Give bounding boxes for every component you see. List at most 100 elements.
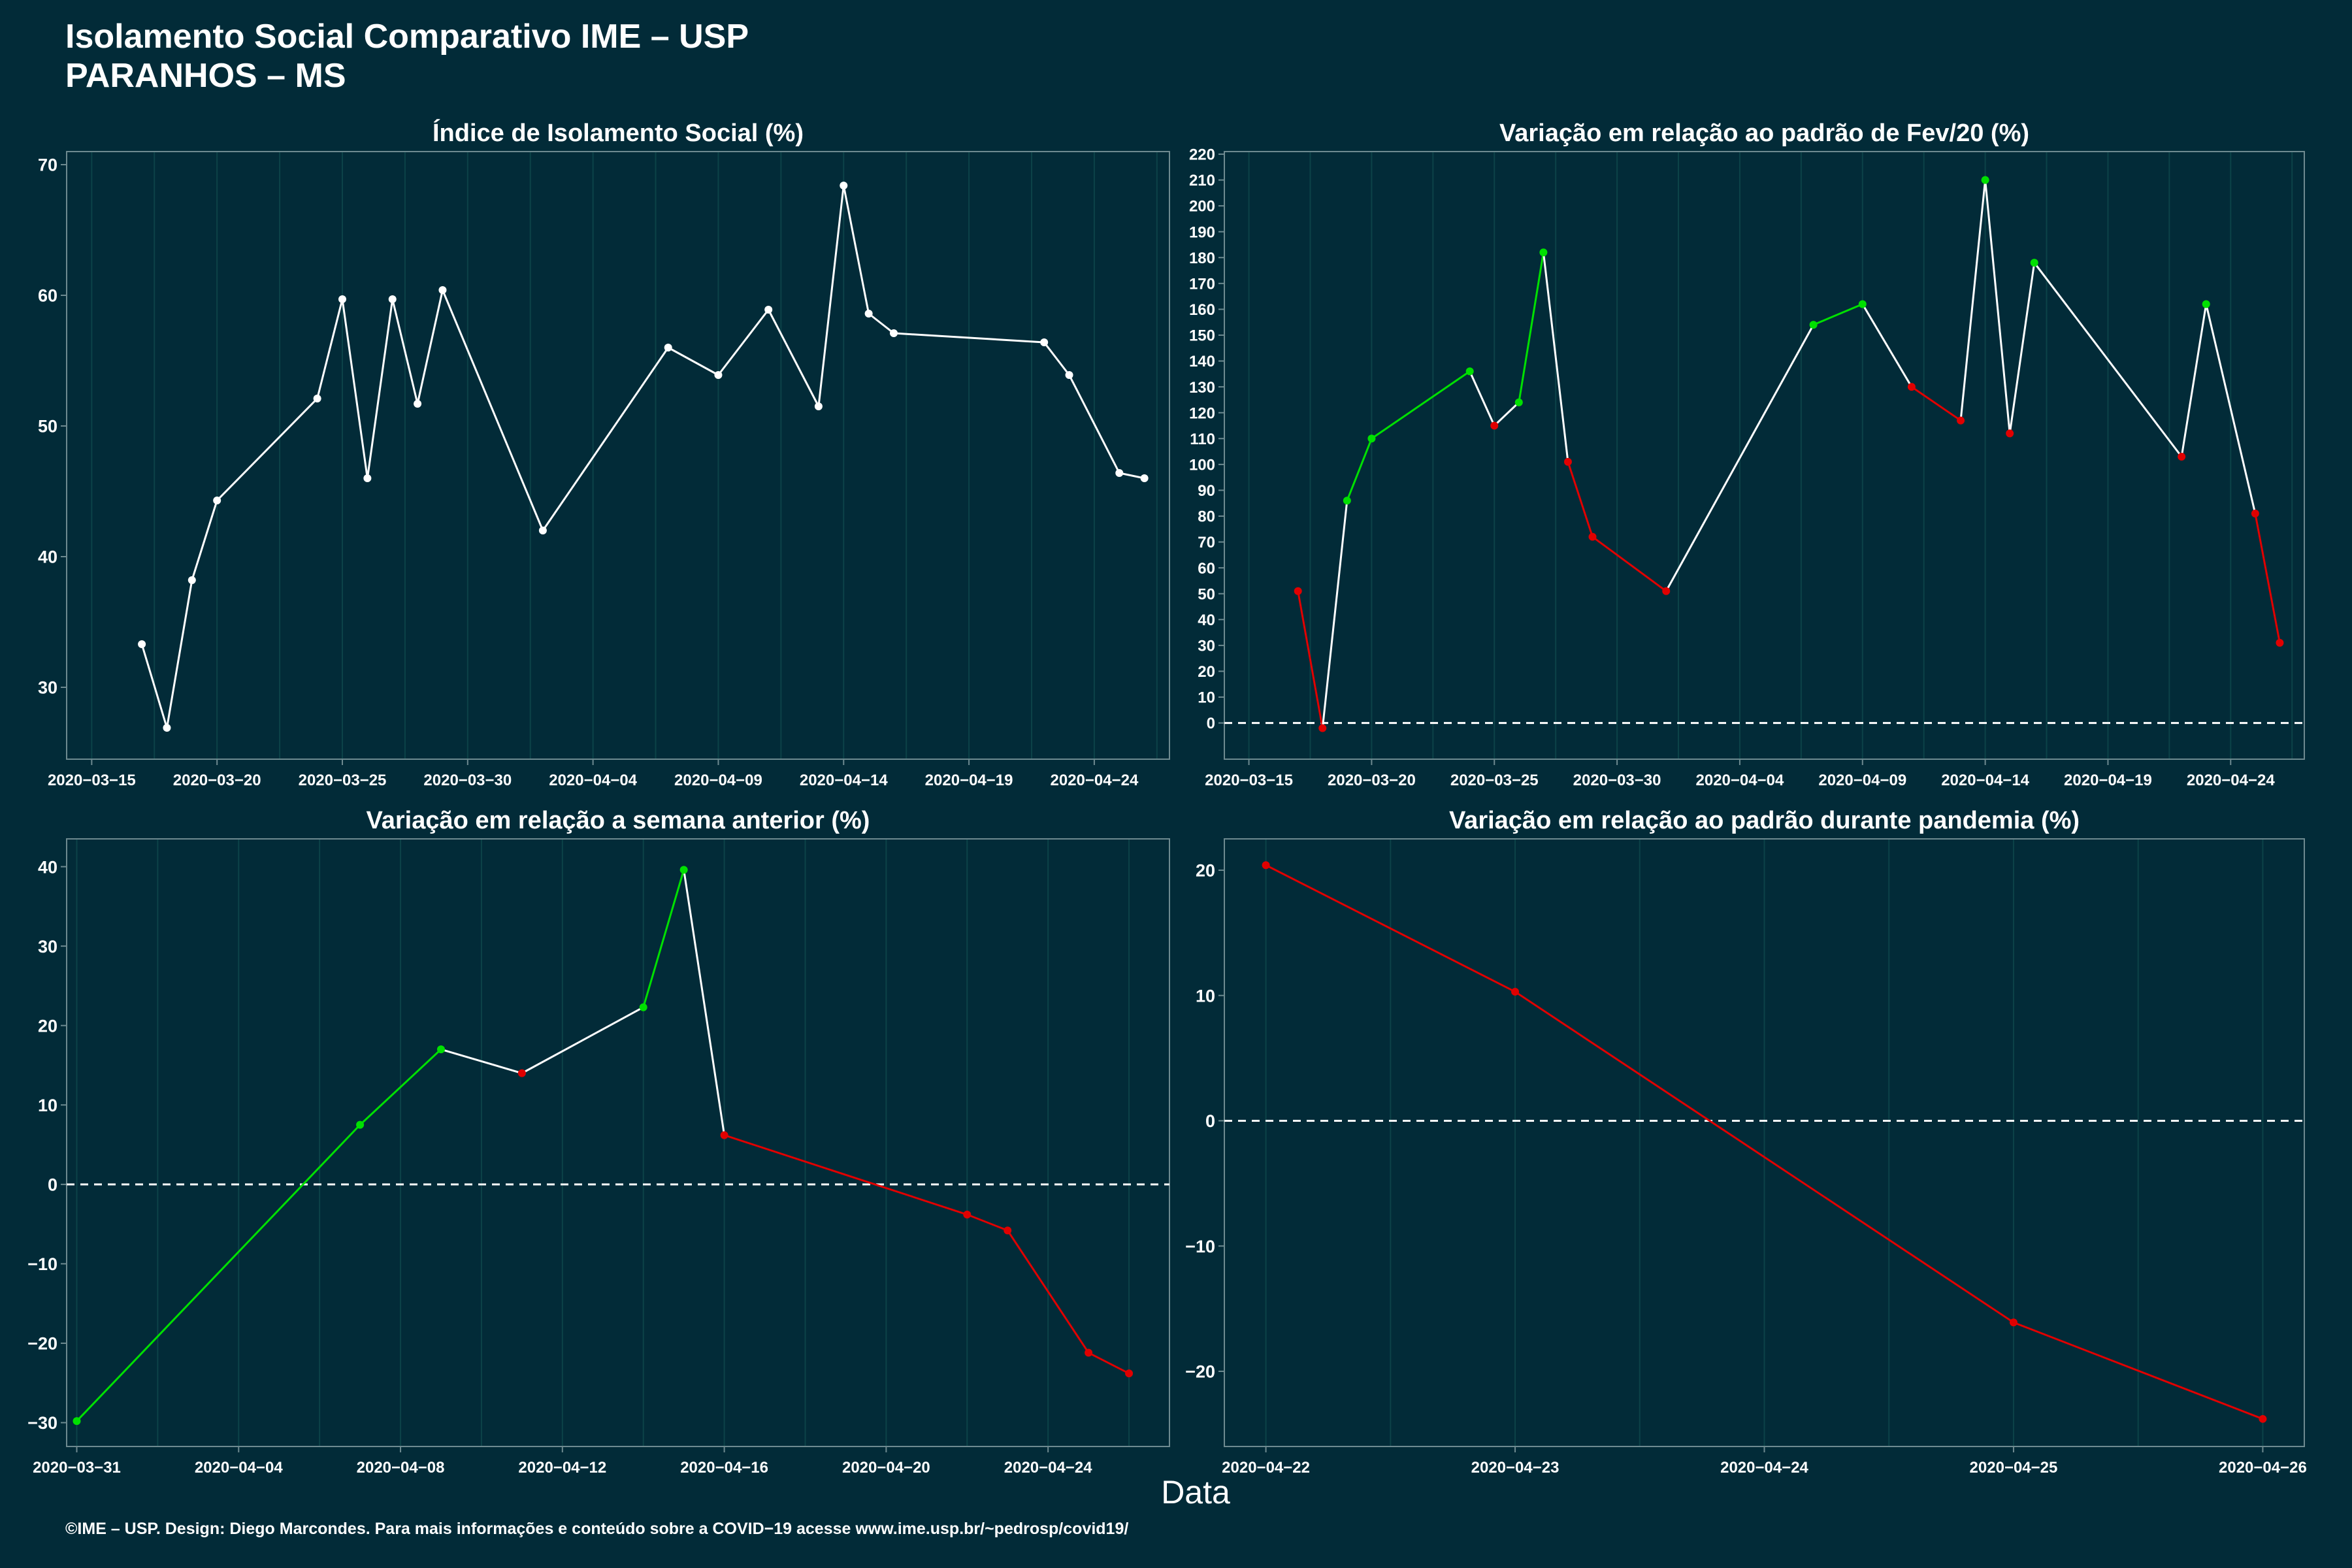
x-tick-label: 2020−03−15 <box>1205 772 1293 789</box>
y-tick-label: 40 <box>38 857 57 877</box>
x-tick-label: 2020−04−19 <box>2064 772 2152 789</box>
chart-panel-semana: Variação em relação a semana anterior (%… <box>27 807 1170 1477</box>
series-segment <box>216 397 318 502</box>
y-tick-label: 0 <box>1207 715 1215 732</box>
series-segment <box>1911 385 1961 421</box>
series-segment <box>1542 252 1569 463</box>
data-point <box>1343 497 1351 505</box>
data-point <box>720 1131 728 1139</box>
y-tick-label: 210 <box>1189 172 1215 189</box>
x-tick-label: 2020−04−24 <box>2187 772 2275 789</box>
data-point <box>2276 638 2284 647</box>
data-point <box>2178 452 2186 461</box>
y-tick-label: 30 <box>38 678 57 698</box>
data-point <box>356 1120 365 1129</box>
panel-border <box>1224 151 2305 760</box>
chart-title: Variação em relação ao padrão de Fev/20 … <box>1499 120 2029 147</box>
data-point <box>313 395 321 402</box>
x-tick-label: 2020−04−14 <box>1941 772 2029 789</box>
y-tick-label: 40 <box>1198 612 1215 629</box>
series-segment <box>416 289 444 404</box>
series-segment <box>1959 180 1987 421</box>
x-tick-label: 2020−04−20 <box>842 1459 930 1477</box>
data-point <box>1858 300 1867 308</box>
x-tick-label: 2020−04−19 <box>925 772 1013 789</box>
series-segment <box>521 1006 644 1074</box>
x-tick-label: 2020−04−26 <box>2219 1459 2307 1477</box>
y-tick-label: 20 <box>1196 861 1215 881</box>
data-point <box>639 1003 647 1011</box>
data-point <box>1907 383 1916 391</box>
data-point <box>1957 416 1965 425</box>
data-point <box>1981 176 1989 184</box>
series-segment <box>1043 342 1070 376</box>
x-tick-label: 2020−03−20 <box>173 772 261 789</box>
y-tick-label: 220 <box>1189 146 1215 164</box>
data-point <box>1662 587 1671 595</box>
series-segment <box>1371 370 1471 440</box>
data-point <box>1563 457 1572 466</box>
data-point <box>1588 532 1597 541</box>
series-segment <box>1088 1352 1130 1375</box>
series-segment <box>1813 303 1863 326</box>
data-point <box>1318 724 1327 732</box>
series-segment <box>717 309 770 376</box>
series-segment <box>842 185 870 314</box>
y-tick-label: 140 <box>1189 353 1215 370</box>
data-point <box>814 402 823 410</box>
series-segment <box>1665 324 1814 592</box>
series-segment <box>140 644 168 728</box>
y-tick-label: 160 <box>1189 301 1215 319</box>
data-point <box>714 371 723 379</box>
y-tick-label: −30 <box>27 1413 57 1433</box>
data-point <box>1262 861 1270 870</box>
series-segment <box>724 1134 968 1216</box>
y-tick-label: 90 <box>1198 482 1215 500</box>
y-tick-label: 60 <box>38 286 57 306</box>
series-segment <box>1068 374 1120 474</box>
series-segment <box>1297 591 1324 728</box>
series-segment <box>2033 262 2183 457</box>
x-tick-label: 2020−03−15 <box>48 772 136 789</box>
y-tick-label: 100 <box>1189 456 1215 474</box>
y-tick-label: 0 <box>48 1175 57 1195</box>
data-point <box>1085 1348 1093 1357</box>
page-title: Isolamento Social Comparativo IME – USP <box>65 18 749 56</box>
series-segment <box>366 299 394 479</box>
y-tick-label: 150 <box>1189 327 1215 345</box>
data-point <box>764 306 773 314</box>
data-point <box>2259 1414 2267 1423</box>
x-tick-label: 2020−04−14 <box>800 772 888 789</box>
series-segment <box>1265 864 1516 993</box>
series-segment <box>893 332 1045 344</box>
chart-title: Variação em relação a semana anterior (%… <box>367 807 870 834</box>
data-point <box>517 1069 526 1077</box>
data-point <box>1140 474 1149 482</box>
data-point <box>213 497 221 504</box>
x-tick-label: 2020−03−30 <box>1573 772 1661 789</box>
y-tick-label: 190 <box>1189 223 1215 241</box>
x-tick-label: 2020−04−08 <box>357 1459 445 1477</box>
x-tick-label: 2020−03−25 <box>1450 772 1539 789</box>
data-point <box>436 1045 445 1054</box>
chart-title: Variação em relação ao padrão durante pa… <box>1449 807 2080 834</box>
y-tick-label: −10 <box>1185 1237 1215 1256</box>
x-axis-label: Data <box>1161 1474 1230 1511</box>
x-tick-label: 2020−04−24 <box>1004 1459 1092 1477</box>
series-segment <box>542 347 669 531</box>
data-point <box>1040 338 1049 346</box>
data-point <box>840 182 848 189</box>
data-point <box>438 286 447 294</box>
series-segment <box>1592 536 1667 592</box>
data-point <box>388 295 397 303</box>
y-tick-label: 40 <box>38 547 57 567</box>
series-segment <box>2013 1321 2263 1420</box>
data-point <box>1511 987 1520 996</box>
series-segment <box>1984 180 2011 434</box>
data-point <box>1115 469 1124 477</box>
y-tick-label: 0 <box>1205 1111 1215 1131</box>
y-tick-label: 80 <box>1198 508 1215 526</box>
data-point <box>664 344 672 351</box>
series-segment <box>442 289 544 531</box>
